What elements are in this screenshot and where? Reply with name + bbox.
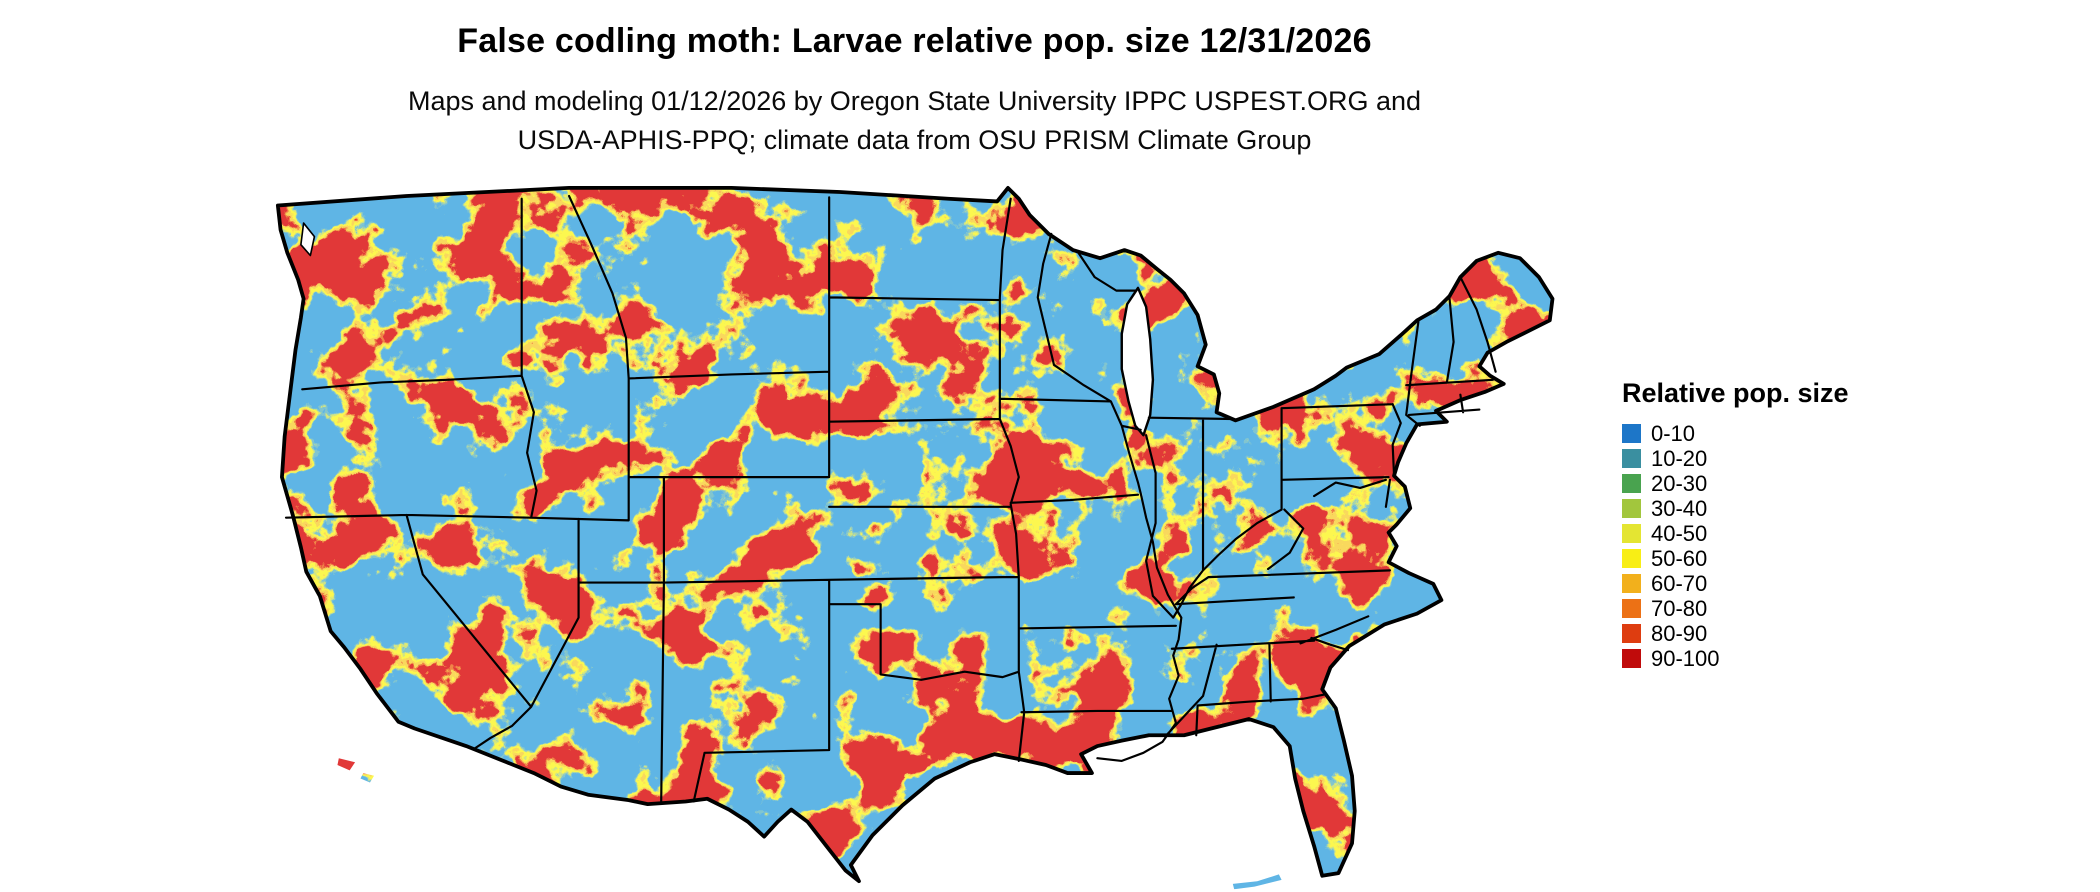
legend-items: 0-10 10-20 20-30 30-40 40-50 50-60 60-70 70-80 8… [1622, 421, 1849, 671]
page-title: False codling moth: Larvae relative pop.… [457, 22, 1372, 60]
legend-item-label: 10-20 [1651, 445, 1708, 471]
legend-swatch [1622, 524, 1641, 543]
legend-item-label: 0-10 [1651, 420, 1696, 446]
us-outline [275, 186, 1555, 884]
legend-title: Relative pop. size [1622, 378, 1849, 408]
legend-swatch [1622, 624, 1641, 643]
legend-item: 60-70 [1622, 571, 1849, 596]
legend-swatch [1622, 424, 1641, 443]
legend-swatch [1622, 474, 1641, 493]
subtitle-line-1: Maps and modeling 01/12/2026 by Oregon S… [407, 86, 1422, 116]
legend-swatch [1622, 574, 1641, 593]
puget-sound [300, 222, 316, 257]
legend-item-label: 40-50 [1651, 520, 1708, 546]
state-borders [284, 194, 1497, 803]
legend-swatch [1622, 549, 1641, 568]
legend-item-label: 50-60 [1651, 545, 1708, 571]
population-raster [277, 187, 1553, 890]
us-population-map [275, 186, 1555, 890]
legend-item-label: 60-70 [1651, 570, 1708, 596]
legend: Relative pop. size 0-10 10-20 20-30 30-40 40… [1622, 378, 1849, 671]
legend-swatch [1622, 499, 1641, 518]
legend-swatch [1622, 599, 1641, 618]
legend-swatch [1622, 449, 1641, 468]
subtitle-line-2: USDA-APHIS-PPQ; climate data from OSU PR… [517, 125, 1312, 156]
legend-item-label: 80-90 [1651, 620, 1708, 646]
legend-item: 50-60 [1622, 546, 1849, 571]
legend-swatch [1622, 649, 1641, 668]
legend-item: 40-50 [1622, 521, 1849, 546]
legend-item: 0-10 [1622, 421, 1849, 446]
legend-item: 20-30 [1622, 471, 1849, 496]
map-subtitle: Maps and modeling 01/12/2026 by Oregon S… [244, 82, 1585, 160]
legend-item-label: 70-80 [1651, 595, 1708, 621]
legend-item-label: 30-40 [1651, 495, 1708, 521]
legend-item: 90-100 [1622, 646, 1849, 671]
legend-item-label: 20-30 [1651, 470, 1708, 496]
legend-item: 80-90 [1622, 621, 1849, 646]
legend-item-label: 90-100 [1651, 645, 1720, 671]
legend-item: 70-80 [1622, 596, 1849, 621]
legend-item: 10-20 [1622, 446, 1849, 471]
legend-item: 30-40 [1622, 496, 1849, 521]
